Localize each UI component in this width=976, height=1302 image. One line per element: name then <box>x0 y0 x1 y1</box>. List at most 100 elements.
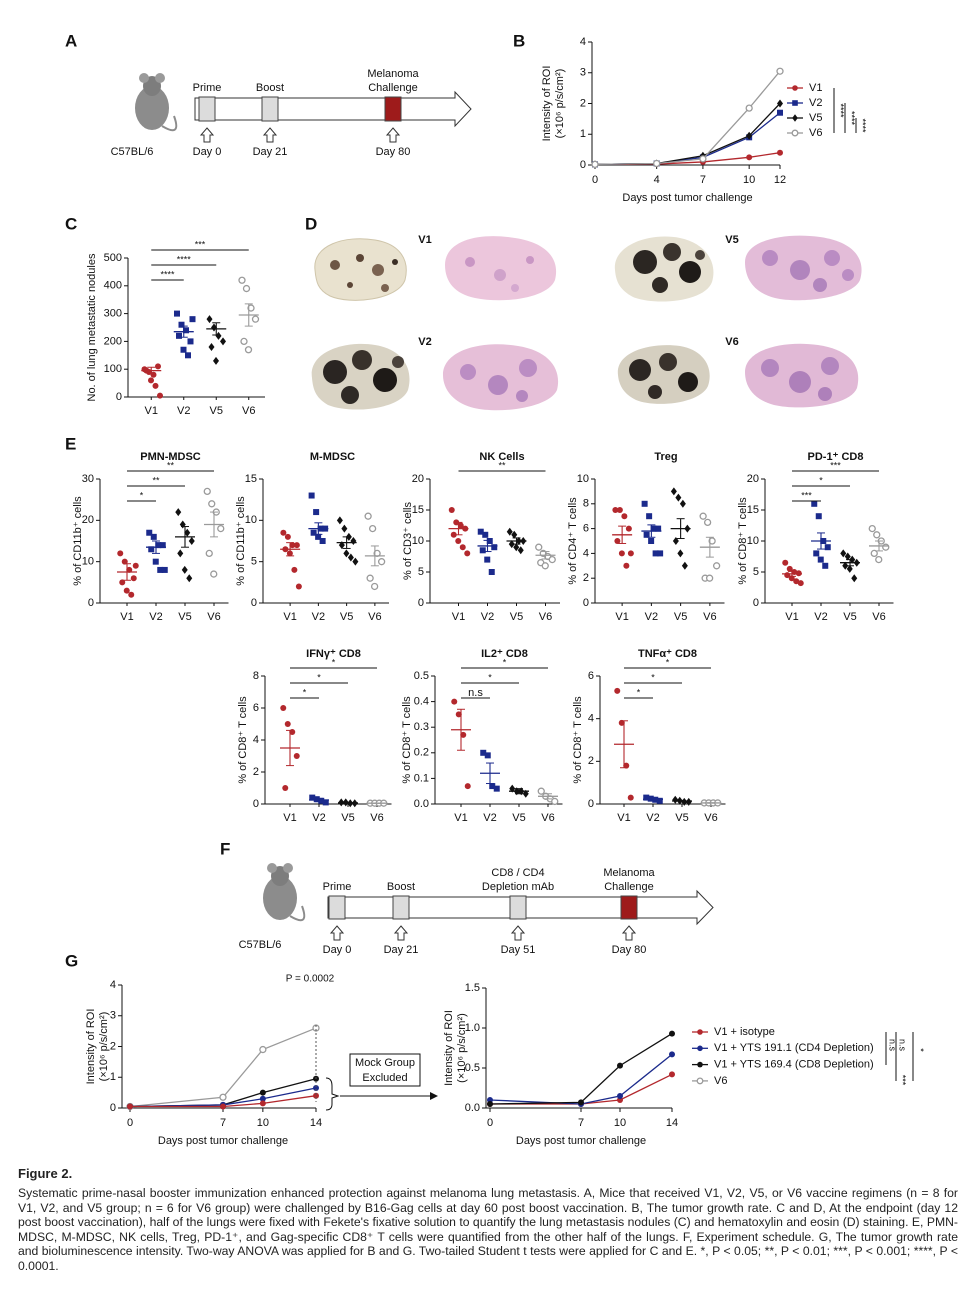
data-point <box>370 582 379 591</box>
data-point <box>712 562 721 570</box>
y-tick-label: 3 <box>580 67 586 79</box>
data-point <box>219 1093 227 1101</box>
data-point <box>811 500 818 507</box>
x-tick-label: V5 <box>210 405 223 417</box>
y-tick-label: 0 <box>588 798 594 810</box>
step-label: Melanoma <box>603 867 655 879</box>
data-point <box>293 753 300 759</box>
data-point <box>480 749 487 756</box>
x-tick-label: V2 <box>646 812 659 824</box>
x-tick-label: V1 <box>785 611 798 623</box>
y-tick-label: 0 <box>580 159 586 171</box>
x-tick-label: 10 <box>743 174 755 186</box>
data-point <box>625 525 632 532</box>
data-point <box>851 574 858 583</box>
y-axis-label: % of CD11b⁺ cells <box>235 496 247 586</box>
step-label: Melanoma <box>367 68 419 80</box>
x-tick-label: V6 <box>539 611 552 623</box>
image-label: V5 <box>725 234 738 246</box>
data-point <box>259 1100 266 1107</box>
data-point <box>259 1095 266 1102</box>
y-tick-label: 0 <box>251 597 257 609</box>
chart-title: NK Cells <box>479 451 524 463</box>
data-point <box>618 719 625 726</box>
y-tick-label: 0 <box>110 1102 116 1114</box>
data-point <box>652 550 659 557</box>
x-tick-label: 14 <box>666 1117 678 1129</box>
step-day: Day 21 <box>253 146 288 158</box>
y-tick-label: 400 <box>104 280 122 292</box>
image-label: V6 <box>725 336 738 348</box>
y-tick-label: 10 <box>747 535 759 547</box>
data-point <box>152 382 159 389</box>
data-point <box>697 1061 703 1068</box>
data-point <box>175 508 182 517</box>
significance-label: **** <box>177 254 192 264</box>
x-tick-label: V6 <box>703 611 716 623</box>
significance-label: * <box>637 687 641 697</box>
y-tick-label: 100 <box>104 363 122 375</box>
data-point <box>650 525 657 532</box>
y-tick-label: 0.5 <box>465 1062 480 1074</box>
caption-title: Figure 2. <box>18 1166 73 1181</box>
x-tick-label: V1 <box>283 812 296 824</box>
mouse-ear <box>155 73 165 83</box>
x-tick-label: 0 <box>592 174 598 186</box>
data-point <box>177 549 184 558</box>
data-point <box>699 155 707 163</box>
timeline-arrow <box>194 90 472 128</box>
data-point <box>155 542 162 549</box>
x-tick-label: V5 <box>341 812 354 824</box>
data-point <box>699 512 707 520</box>
data-point <box>240 337 248 346</box>
step-label: Prime <box>323 881 352 893</box>
data-point <box>792 114 798 122</box>
data-point <box>824 544 831 551</box>
data-point <box>150 533 157 540</box>
x-tick-label: V2 <box>645 611 658 623</box>
data-point <box>777 99 783 108</box>
legend-label: V1 + YTS 169.4 (CD8 Depletion) <box>714 1059 874 1071</box>
data-point <box>460 731 467 738</box>
data-point <box>777 109 783 116</box>
step-box <box>620 895 638 920</box>
data-point <box>157 566 164 573</box>
data-point <box>128 591 135 598</box>
x-axis-label: Days post tumor challenge <box>158 1135 288 1147</box>
x-tick-label: 0 <box>127 1117 133 1129</box>
data-point <box>672 795 679 804</box>
gross-lung-v1 <box>314 238 407 301</box>
data-point <box>364 512 372 520</box>
data-point <box>537 787 545 795</box>
data-point <box>697 1029 703 1035</box>
data-point <box>617 1093 623 1099</box>
data-point <box>185 352 191 359</box>
data-point <box>161 566 168 573</box>
x-tick-label: V6 <box>368 611 381 623</box>
mock-box <box>349 1053 421 1087</box>
data-point <box>242 284 251 293</box>
data-point <box>457 522 464 529</box>
data-point <box>186 574 193 583</box>
data-point <box>464 783 471 790</box>
data-point <box>479 547 486 554</box>
data-point <box>491 544 498 551</box>
y-tick-label: 10 <box>577 473 589 485</box>
x-tick-label: V1 <box>120 611 133 623</box>
step-arrow <box>385 127 401 143</box>
x-axis-label: Days post tumor challenge <box>516 1135 646 1147</box>
chart-title: IL2⁺ CD8 <box>481 648 528 660</box>
data-point <box>280 705 287 711</box>
x-tick-label: V2 <box>483 812 496 824</box>
data-point <box>882 543 890 551</box>
series-line <box>594 70 781 166</box>
panel-label: B <box>513 31 525 50</box>
data-point <box>493 785 500 792</box>
y-tick-label: 8 <box>253 670 259 682</box>
step-day: Day 80 <box>612 944 647 956</box>
data-point <box>220 337 226 346</box>
data-point <box>319 538 326 544</box>
y-axis-label: (×10⁶ p/s/cm²) <box>554 69 566 139</box>
significance-label: * <box>916 1048 926 1052</box>
data-point <box>308 492 315 499</box>
